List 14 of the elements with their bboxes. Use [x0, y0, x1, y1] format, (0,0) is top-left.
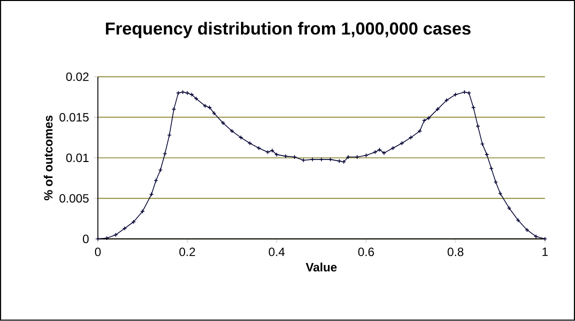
- y-tick-label: 0.015: [60, 113, 89, 122]
- y-tick-label: 0.005: [60, 194, 89, 203]
- y-tick-label: 0.02: [66, 72, 89, 82]
- chart-title: Frequency distribution from 1,000,000 cases: [106, 22, 471, 38]
- x-tick-label: 0.2: [179, 248, 196, 256]
- x-tick-label: 0.6: [358, 248, 374, 256]
- y-tick-label: 0: [82, 234, 89, 244]
- x-axis-title: Value: [306, 262, 337, 272]
- x-tick-label: 0: [94, 248, 101, 256]
- x-tick-label: 0.4: [268, 248, 285, 256]
- y-axis-title: % of outcomes: [44, 116, 53, 200]
- x-tick-label: 0.8: [448, 248, 464, 256]
- x-tick-label: 1: [542, 248, 548, 256]
- y-tick-label: 0.01: [66, 154, 89, 162]
